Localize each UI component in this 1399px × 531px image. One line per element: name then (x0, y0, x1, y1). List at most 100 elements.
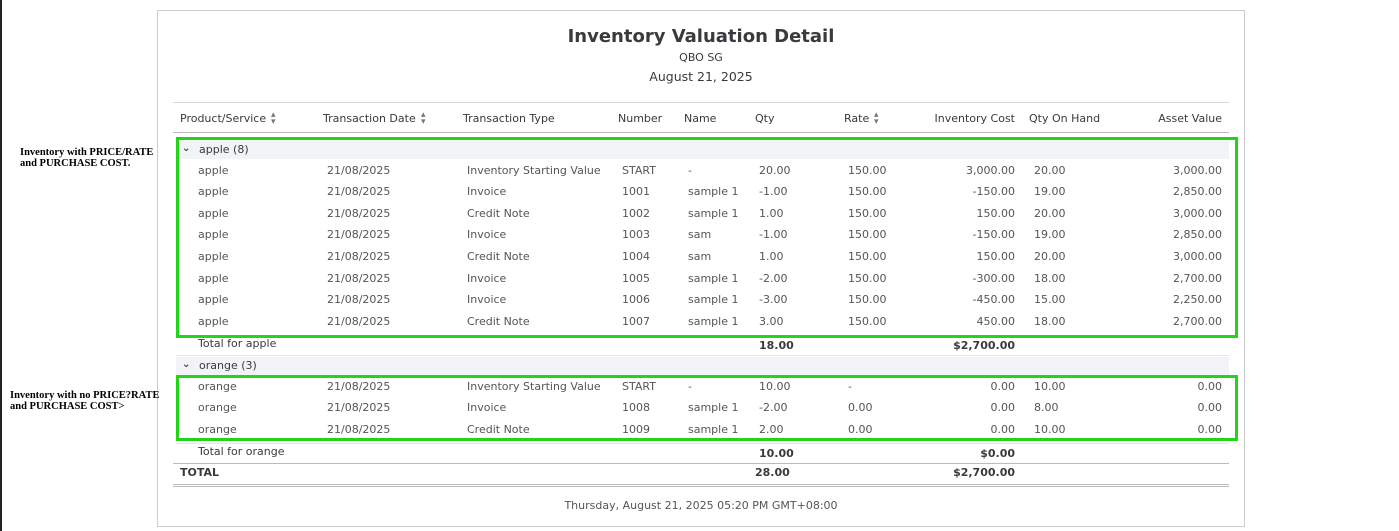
annotation: Inventory with PRICE/RATE (20, 147, 154, 158)
group-end-rule (176, 355, 1229, 356)
cell: 150.00 (848, 250, 887, 263)
cell: 1004 (622, 250, 650, 263)
cell: 18.00 (1034, 315, 1066, 328)
cell: 0.00 (848, 423, 873, 436)
cell: Invoice (467, 293, 507, 306)
cell: - (688, 164, 692, 177)
cell: -2.00 (759, 401, 788, 414)
cell: Credit Note (467, 423, 530, 436)
report-frame (157, 10, 1245, 527)
cell: -1.00 (759, 228, 788, 241)
total-qty: 18.00 (759, 339, 794, 352)
cell: Inventory Starting Value (467, 164, 601, 177)
cell: 21/08/2025 (327, 272, 391, 285)
column-header: Transaction Date (323, 112, 416, 125)
cell: 3.00 (759, 315, 784, 328)
cell: -300.00 (972, 272, 1015, 285)
column-header: Rate (844, 112, 870, 125)
cell: Invoice (467, 228, 507, 241)
cell: 21/08/2025 (327, 250, 391, 263)
cell: 150.00 (848, 207, 887, 220)
chevron: ⌄ (182, 359, 191, 370)
cell: Invoice (467, 401, 507, 414)
cell: 18.00 (1034, 272, 1066, 285)
cell: 19.00 (1034, 228, 1066, 241)
sort-icon: ▴ ▾ (421, 110, 426, 127)
cell: orange (198, 380, 237, 393)
sort-icon: ▴ ▾ (271, 110, 276, 127)
cell: 3,000.00 (1173, 250, 1222, 263)
cell: 150.00 (848, 315, 887, 328)
cell: 21/08/2025 (327, 228, 391, 241)
group-row-bg (176, 357, 1229, 375)
column-header: Asset Value (1158, 112, 1222, 125)
grand-total-label: TOTAL (180, 466, 220, 479)
column-header: Qty (755, 112, 775, 125)
cell: 3,000.00 (966, 164, 1015, 177)
cell: 2.00 (759, 423, 784, 436)
cell: sample 1 (688, 207, 739, 220)
grand-total-cost: $2,700.00 (953, 466, 1015, 479)
cell: orange (198, 401, 237, 414)
cell: apple (198, 272, 229, 285)
column-header: Qty On Hand (1029, 112, 1101, 125)
cell: 150.00 (848, 272, 887, 285)
cell: 2,850.00 (1173, 185, 1222, 198)
cell: 10.00 (759, 380, 791, 393)
cell: 10.00 (1034, 380, 1066, 393)
cell: apple (198, 228, 229, 241)
header-top-rule (173, 102, 1229, 103)
cell: 150.00 (976, 250, 1016, 263)
cell: sample 1 (688, 315, 739, 328)
cell: 19.00 (1034, 185, 1066, 198)
report-date: August 21, 2025 (649, 69, 753, 84)
cell: START (622, 164, 656, 177)
chevron: ⌄ (182, 143, 191, 154)
cell: 150.00 (976, 207, 1016, 220)
annotation: and PURCHASE COST. (20, 158, 131, 169)
cell: orange (198, 423, 237, 436)
footer-timestamp: Thursday, August 21, 2025 05:20 PM GMT+0… (564, 499, 838, 512)
cell: 450.00 (976, 315, 1016, 328)
grand-total-bottom (173, 484, 1229, 487)
cell: 3,000.00 (1173, 207, 1222, 220)
cell: sam (688, 228, 712, 241)
cell: sample 1 (688, 185, 739, 198)
column-header: Name (684, 112, 717, 125)
cell: 1.00 (759, 207, 784, 220)
column-header: Product/Service (180, 112, 267, 125)
cell: - (848, 380, 852, 393)
total-rule (176, 443, 1229, 444)
cell: 21/08/2025 (327, 293, 391, 306)
column-header: Transaction Type (463, 112, 555, 125)
cell: Credit Note (467, 250, 530, 263)
cell: -2.00 (759, 272, 788, 285)
highlight-box (176, 375, 1238, 441)
cell: sample 1 (688, 293, 739, 306)
cell: apple (198, 185, 229, 198)
group-label: apple (8) (199, 143, 249, 156)
cell: 20.00 (759, 164, 791, 177)
cell: 10.00 (1034, 423, 1066, 436)
cell: apple (198, 207, 229, 220)
cell: sample 1 (688, 423, 739, 436)
cell: 21/08/2025 (327, 423, 391, 436)
cell: apple (198, 293, 229, 306)
total-cost: $0.00 (980, 447, 1015, 460)
cell: 1005 (622, 272, 650, 285)
cell: 0.00 (1197, 380, 1223, 393)
cell: -450.00 (972, 293, 1015, 306)
cell: Invoice (467, 185, 507, 198)
cell: START (622, 380, 656, 393)
cell: apple (198, 315, 229, 328)
header-bottom-rule (173, 132, 1229, 133)
cell: 150.00 (848, 293, 887, 306)
column-header: Inventory Cost (934, 112, 1016, 125)
cell: sample 1 (688, 272, 739, 285)
cell: sam (688, 250, 712, 263)
cell: -150.00 (972, 185, 1015, 198)
cell: Inventory Starting Value (467, 380, 601, 393)
cell: 1002 (622, 207, 650, 220)
cell: 1007 (622, 315, 650, 328)
